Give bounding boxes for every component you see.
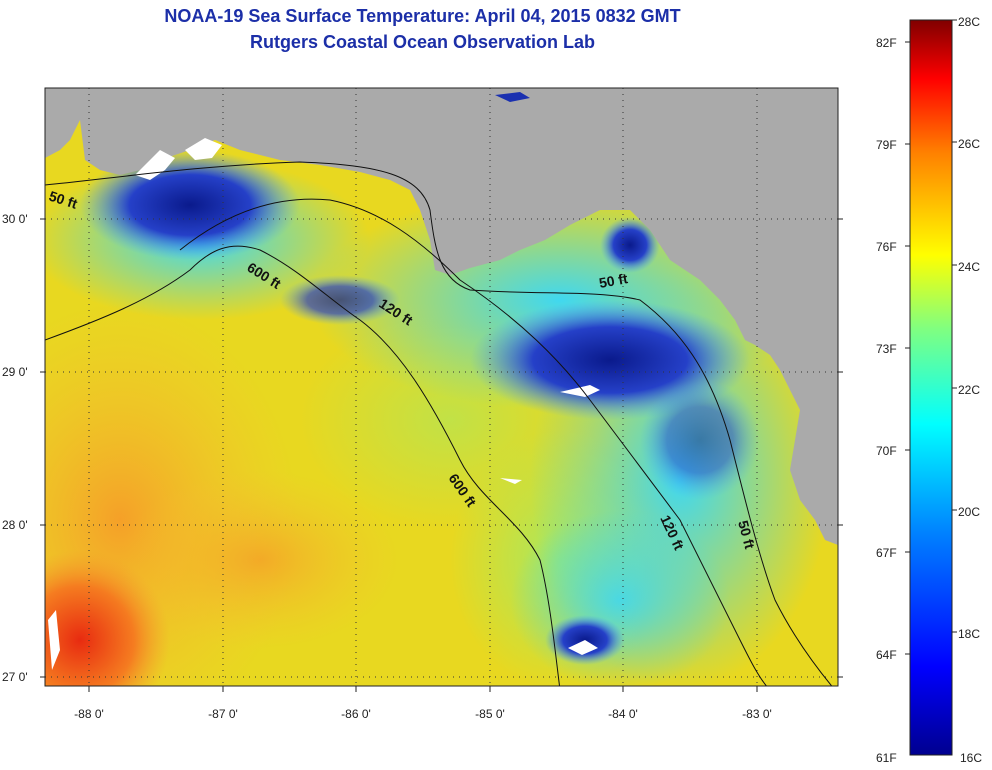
- y-tick-29: 29 0': [2, 365, 28, 379]
- map-frame: [44, 87, 839, 687]
- colorbar-c-16: 16C: [960, 751, 982, 765]
- contour-label-50ft-south: 50 ft: [735, 519, 758, 551]
- land-mass: [45, 88, 838, 545]
- colorbar-f-73: 73F: [876, 342, 897, 356]
- colorbar-c-22: 22C: [958, 383, 980, 397]
- colorbar-c-20: 20C: [958, 505, 980, 519]
- sst-field: 50 ft 600 ft 120 ft 50 ft 600 ft 120 ft …: [45, 88, 838, 686]
- x-tick-86: -86 0': [341, 707, 371, 721]
- colorbar-c-18: 18C: [958, 627, 980, 641]
- y-tick-30: 30 0': [2, 212, 28, 226]
- colorbar-c-26: 26C: [958, 137, 980, 151]
- x-tick-83: -83 0': [742, 707, 772, 721]
- x-tick-87: -87 0': [208, 707, 238, 721]
- y-tick-28: 28 0': [2, 518, 28, 532]
- contour-label-50ft-east: 50 ft: [598, 270, 629, 291]
- x-tick-84: -84 0': [608, 707, 638, 721]
- colorbar-f-70: 70F: [876, 444, 897, 458]
- map-subtitle: Rutgers Coastal Ocean Observation Lab: [249, 32, 596, 52]
- y-tick-27: 27 0': [2, 670, 28, 684]
- colorbar-f-64: 64F: [876, 648, 897, 662]
- colorbar: [909, 19, 953, 756]
- colorbar-f-79: 79F: [876, 138, 897, 152]
- colorbar-f-67: 67F: [876, 546, 897, 560]
- colorbar-c-28: 28C: [958, 15, 980, 29]
- colorbar-f-76: 76F: [876, 240, 897, 254]
- x-tick-88: -88 0': [74, 707, 104, 721]
- x-tick-85: -85 0': [475, 707, 505, 721]
- colorbar-f-61: 61F: [876, 751, 897, 765]
- colorbar-f-82: 82F: [876, 36, 897, 50]
- map-title: NOAA-19 Sea Surface Temperature: April 0…: [164, 6, 681, 26]
- colorbar-c-24: 24C: [958, 260, 980, 274]
